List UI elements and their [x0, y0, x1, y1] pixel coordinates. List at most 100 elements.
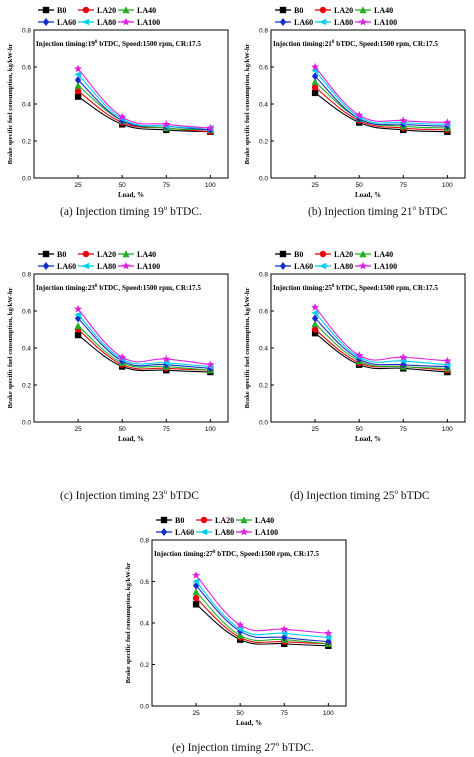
legend-marker — [319, 6, 327, 14]
y-axis-label: Brake specific fuel consumption, kg/kW-h… — [7, 288, 14, 409]
x-tick-label: 75 — [163, 182, 171, 189]
chart-c: 0.0 0.2 0.4 0.6 0.8 25 50 75 100 Load, % Brake spe… — [7, 250, 229, 443]
data-point — [206, 360, 215, 369]
x-axis-label: Load, % — [355, 435, 381, 443]
y-tick-label: 0.6 — [22, 65, 31, 72]
caption-b: (b) Injection timing 21o bTDC — [308, 204, 448, 218]
series-line — [195, 581, 329, 639]
x-axis-label: Load, % — [118, 191, 144, 199]
series-line — [77, 318, 211, 369]
series-line — [77, 308, 211, 366]
legend-label: LA60 — [57, 18, 76, 27]
plot-frame — [270, 29, 466, 179]
legend-marker — [82, 250, 90, 258]
x-tick-label: 75 — [281, 710, 289, 717]
caption-c-sup: o — [163, 488, 168, 496]
data-point — [74, 322, 82, 329]
y-tick-label: 0.0 — [259, 176, 268, 183]
chart-panel-e: 0.0 0.2 0.4 0.6 0.8 25 50 75 100 Load, % Brake spe… — [118, 510, 355, 732]
legend-marker — [279, 262, 287, 270]
legend-item-la100: LA100 — [355, 261, 397, 271]
legend-marker — [160, 528, 168, 536]
series-la40 — [311, 320, 451, 372]
series-line — [77, 325, 211, 371]
data-point — [311, 78, 319, 85]
series-line — [77, 85, 211, 131]
legend-marker — [279, 250, 287, 258]
data-point — [192, 594, 200, 602]
legend-marker — [279, 6, 287, 14]
chart-annotation: Injection timing:270 bTDC, Speed:1500 rp… — [154, 550, 319, 558]
series-line — [314, 312, 448, 366]
legend-label: LA40 — [255, 516, 274, 525]
x-tick-label: 75 — [400, 182, 408, 189]
legend-marker — [42, 18, 50, 26]
data-point — [192, 601, 200, 608]
legend-item-la40: LA40 — [355, 250, 393, 259]
data-point — [311, 89, 319, 97]
legend-item-la40: LA40 — [118, 6, 156, 15]
legend-marker — [122, 17, 130, 26]
data-point — [311, 303, 320, 311]
legend-label: LA40 — [374, 6, 393, 15]
data-point — [280, 625, 289, 633]
x-axis-label: Load, % — [118, 435, 144, 443]
legend-item-la40: LA40 — [355, 6, 393, 15]
legend-label: LA100 — [255, 528, 278, 537]
caption-c-text: (c) Injection timing 23 — [60, 489, 164, 502]
caption-a-text: (a) Injection timing 19 — [60, 205, 164, 218]
series-line — [77, 68, 211, 129]
caption-b-rest: bTDC — [415, 205, 448, 218]
data-point — [162, 120, 171, 128]
data-point — [74, 87, 82, 95]
data-point — [74, 64, 83, 73]
legend-item-b0: B0 — [38, 250, 66, 259]
caption-b-text: (b) Injection timing 21 — [308, 205, 413, 218]
series-line — [314, 317, 448, 368]
legend-marker — [42, 6, 50, 14]
caption-d-sup: o — [394, 488, 398, 496]
series-la100 — [311, 303, 452, 365]
series-line — [314, 329, 448, 371]
series-line — [195, 597, 329, 645]
series-line — [314, 70, 448, 125]
legend-label: LA20 — [97, 6, 116, 15]
y-tick-label: 0.2 — [22, 139, 31, 146]
chart-a: 0.0 0.2 0.4 0.6 0.8 25 50 75 100 Load, % Brake spe… — [7, 6, 229, 199]
legend-label: B0 — [57, 250, 66, 259]
y-tick-label: 0.8 — [259, 28, 268, 35]
data-point — [311, 84, 319, 91]
legend-marker — [122, 261, 130, 270]
y-tick-label: 0.6 — [140, 579, 149, 586]
chart-annotation: Injection timing:190 bTDC, Speed:1500 rp… — [36, 40, 201, 48]
y-axis-label: Brake specific fuel consumption, kg/kW-h… — [244, 44, 251, 165]
y-tick-label: 0.8 — [22, 272, 31, 279]
legend-label: LA80 — [97, 262, 116, 271]
legend-label: LA20 — [97, 250, 116, 259]
legend-label: B0 — [175, 516, 184, 525]
chart-d: 0.0 0.2 0.4 0.6 0.8 25 50 75 100 Load, % Brake spe… — [244, 250, 466, 443]
legend-item-la20: LA20 — [78, 6, 116, 15]
caption-b-sup: o — [412, 204, 416, 212]
series-line — [77, 79, 211, 131]
y-tick-label: 0.2 — [22, 383, 31, 390]
data-point — [236, 620, 245, 629]
series-line — [77, 314, 211, 368]
series-line — [314, 332, 448, 373]
legend-label: LA40 — [137, 250, 156, 259]
data-point — [355, 351, 364, 359]
y-tick-label: 0.8 — [259, 272, 268, 279]
legend-label: B0 — [294, 6, 303, 15]
chart-panel-a: 0.0 0.2 0.4 0.6 0.8 25 50 75 100 Load, % Brake spe… — [0, 0, 237, 222]
caption-e-sup: o — [275, 740, 280, 748]
legend-label: LA20 — [334, 6, 353, 15]
y-tick-label: 0.6 — [259, 65, 268, 72]
data-point — [443, 356, 452, 365]
series-la100 — [192, 571, 333, 637]
x-tick-label: 100 — [442, 426, 453, 433]
legend-item-la80: LA80 — [78, 262, 116, 271]
data-point — [311, 309, 319, 317]
data-point — [311, 326, 319, 333]
series-line — [314, 86, 448, 131]
y-tick-label: 0.4 — [22, 346, 31, 353]
